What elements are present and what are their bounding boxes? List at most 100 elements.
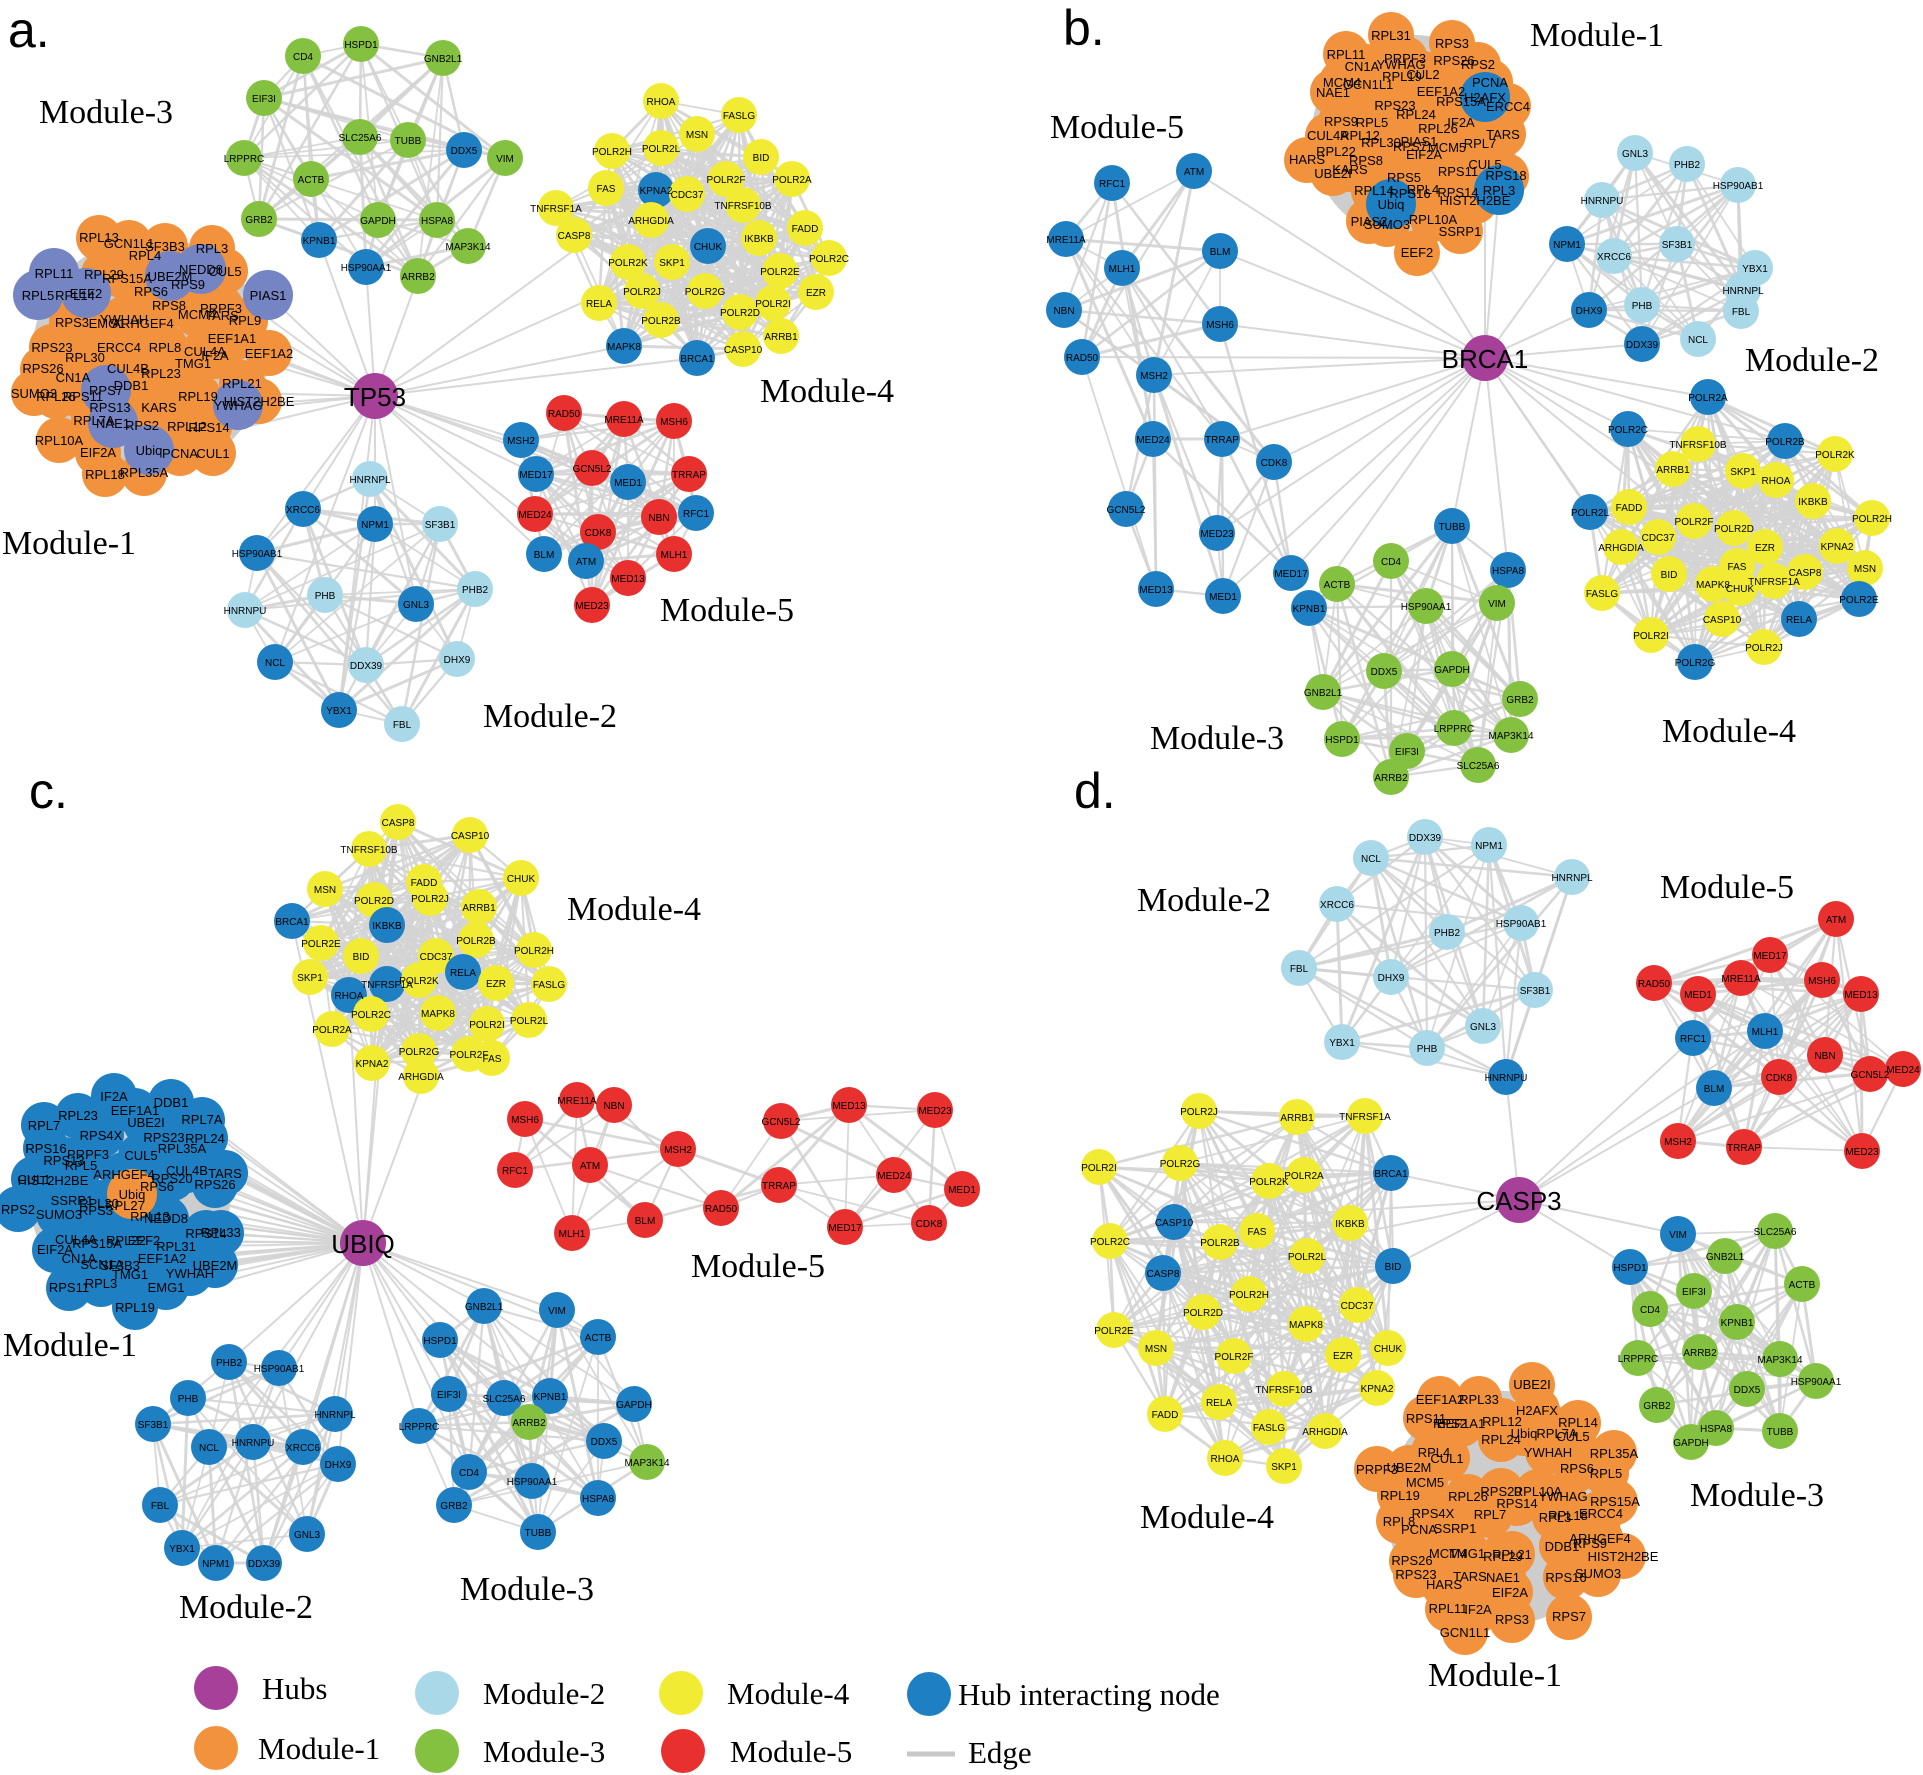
svg-text:MED17: MED17 — [1274, 569, 1308, 580]
svg-text:TNFRSF10B: TNFRSF10B — [340, 845, 398, 856]
svg-text:XRCC6: XRCC6 — [286, 1443, 320, 1454]
svg-text:RPL5: RPL5 — [1356, 115, 1389, 130]
svg-text:TMG1: TMG1 — [175, 356, 211, 371]
svg-text:YWHAH: YWHAH — [1524, 1445, 1572, 1460]
svg-text:MLH1: MLH1 — [1752, 1027, 1779, 1038]
svg-text:BLM: BLM — [534, 550, 555, 561]
svg-text:b.: b. — [1063, 0, 1105, 56]
svg-text:ARRB2: ARRB2 — [512, 1418, 546, 1429]
svg-text:FBL: FBL — [1732, 307, 1751, 318]
svg-text:POLR2J: POLR2J — [623, 287, 661, 298]
svg-text:RPL8: RPL8 — [1383, 1514, 1416, 1529]
svg-text:ARHGDIA: ARHGDIA — [1302, 1427, 1348, 1438]
svg-text:RPS3: RPS3 — [55, 315, 89, 330]
svg-text:Module-2: Module-2 — [483, 698, 617, 735]
svg-text:POLR2D: POLR2D — [1183, 1308, 1223, 1319]
svg-text:Edge: Edge — [968, 1735, 1032, 1770]
svg-text:BRCA1: BRCA1 — [275, 917, 309, 928]
svg-text:YWHAH: YWHAH — [166, 1266, 214, 1281]
svg-text:CHUK: CHUK — [1374, 1344, 1403, 1355]
svg-text:UBE2M: UBE2M — [148, 269, 193, 284]
svg-text:RPL14: RPL14 — [1558, 1415, 1598, 1430]
svg-text:POLR2L: POLR2L — [1288, 1252, 1327, 1263]
svg-text:POLR2K: POLR2K — [608, 258, 648, 269]
svg-text:IF2A: IF2A — [100, 1089, 128, 1104]
svg-text:CUL2: CUL2 — [1406, 67, 1439, 82]
svg-text:PHB: PHB — [178, 1394, 199, 1405]
svg-text:MED1: MED1 — [948, 1185, 976, 1196]
svg-text:RPL35A: RPL35A — [158, 1141, 207, 1156]
svg-text:SF3B1: SF3B1 — [138, 1420, 169, 1431]
svg-text:POLR2L: POLR2L — [642, 144, 681, 155]
svg-text:HARS: HARS — [1289, 152, 1325, 167]
svg-text:POLR2I: POLR2I — [755, 299, 791, 310]
svg-text:POLR2B: POLR2B — [1200, 1238, 1240, 1249]
svg-text:SKP1: SKP1 — [1271, 1462, 1297, 1473]
svg-text:HSPD1: HSPD1 — [344, 40, 378, 51]
svg-text:CHUK: CHUK — [694, 242, 723, 253]
svg-text:NAE1: NAE1 — [96, 416, 130, 431]
svg-text:DDX5: DDX5 — [1371, 667, 1398, 678]
svg-text:NBN: NBN — [648, 513, 669, 524]
svg-text:YWHAH: YWHAH — [100, 312, 148, 327]
svg-text:Module-1: Module-1 — [2, 525, 136, 562]
svg-text:HNRNPL: HNRNPL — [1551, 873, 1593, 884]
svg-text:LRPPRC: LRPPRC — [1618, 1354, 1659, 1365]
svg-text:CDC37: CDC37 — [1642, 533, 1675, 544]
svg-text:PHB2: PHB2 — [1674, 160, 1701, 171]
svg-text:SUMO3: SUMO3 — [1575, 1566, 1621, 1581]
svg-text:TUBB: TUBB — [1767, 1427, 1794, 1438]
svg-text:MAPK8: MAPK8 — [1696, 580, 1730, 591]
svg-text:POLR2E: POLR2E — [1839, 595, 1879, 606]
svg-text:MCM4: MCM4 — [1323, 75, 1361, 90]
svg-text:GRB2: GRB2 — [245, 215, 273, 226]
svg-text:RFC1: RFC1 — [1099, 179, 1126, 190]
svg-text:EMG1: EMG1 — [148, 1280, 185, 1295]
svg-text:POLR2H: POLR2H — [592, 147, 632, 158]
svg-text:EEF1A2: EEF1A2 — [1416, 1392, 1464, 1407]
svg-text:POLR2C: POLR2C — [1090, 1237, 1130, 1248]
svg-text:MAPK8: MAPK8 — [421, 1009, 455, 1020]
svg-text:POLR2C: POLR2C — [1608, 425, 1648, 436]
svg-text:RPL9: RPL9 — [229, 313, 262, 328]
svg-text:RPS23: RPS23 — [143, 1130, 184, 1145]
svg-text:BLM: BLM — [635, 1216, 656, 1227]
svg-text:GRB2: GRB2 — [440, 1501, 468, 1512]
svg-text:RPL12: RPL12 — [167, 419, 207, 434]
svg-text:RPS15A: RPS15A — [72, 1236, 122, 1251]
svg-text:CUL5: CUL5 — [1556, 1429, 1589, 1444]
svg-text:RPL18: RPL18 — [85, 467, 125, 482]
svg-text:MSH2: MSH2 — [1664, 1137, 1692, 1148]
svg-text:FAS: FAS — [597, 184, 616, 195]
svg-text:MAP3K14: MAP3K14 — [1757, 1355, 1802, 1366]
svg-text:EEF2: EEF2 — [1401, 245, 1434, 260]
svg-text:PRPF3: PRPF3 — [200, 301, 242, 316]
svg-text:TMG1: TMG1 — [112, 1267, 148, 1282]
svg-text:POLR2G: POLR2G — [1160, 1159, 1201, 1170]
svg-text:RPL19: RPL19 — [1380, 1488, 1420, 1503]
svg-text:MSH6: MSH6 — [1808, 976, 1836, 987]
svg-text:NPM1: NPM1 — [202, 1559, 230, 1570]
svg-text:RPS2: RPS2 — [125, 418, 159, 433]
svg-text:NAE1: NAE1 — [1486, 1570, 1520, 1585]
svg-text:EZR: EZR — [486, 979, 506, 990]
svg-text:YBX1: YBX1 — [1329, 1038, 1355, 1049]
svg-text:HSP90AA1: HSP90AA1 — [341, 263, 392, 274]
svg-text:RPS23: RPS23 — [1374, 98, 1415, 113]
svg-text:NCL: NCL — [199, 1443, 219, 1454]
svg-text:FASLG: FASLG — [1586, 589, 1618, 600]
svg-text:RELA: RELA — [1206, 1398, 1232, 1409]
svg-text:RPL27: RPL27 — [105, 1198, 145, 1213]
svg-text:MLH1: MLH1 — [661, 550, 688, 561]
svg-text:EIF2A: EIF2A — [80, 445, 116, 460]
svg-text:CD4: CD4 — [459, 1468, 479, 1479]
svg-text:SF3B1: SF3B1 — [425, 520, 456, 531]
svg-text:IF2A: IF2A — [201, 348, 229, 363]
svg-text:FASLG: FASLG — [723, 111, 755, 122]
svg-text:KPNB1: KPNB1 — [303, 236, 336, 247]
svg-text:FAS: FAS — [483, 1054, 502, 1065]
svg-text:GCN5L2: GCN5L2 — [1851, 1070, 1890, 1081]
svg-text:FADD: FADD — [411, 878, 438, 889]
svg-text:RPS16: RPS16 — [25, 1141, 66, 1156]
svg-text:RPL3: RPL3 — [85, 1276, 118, 1291]
